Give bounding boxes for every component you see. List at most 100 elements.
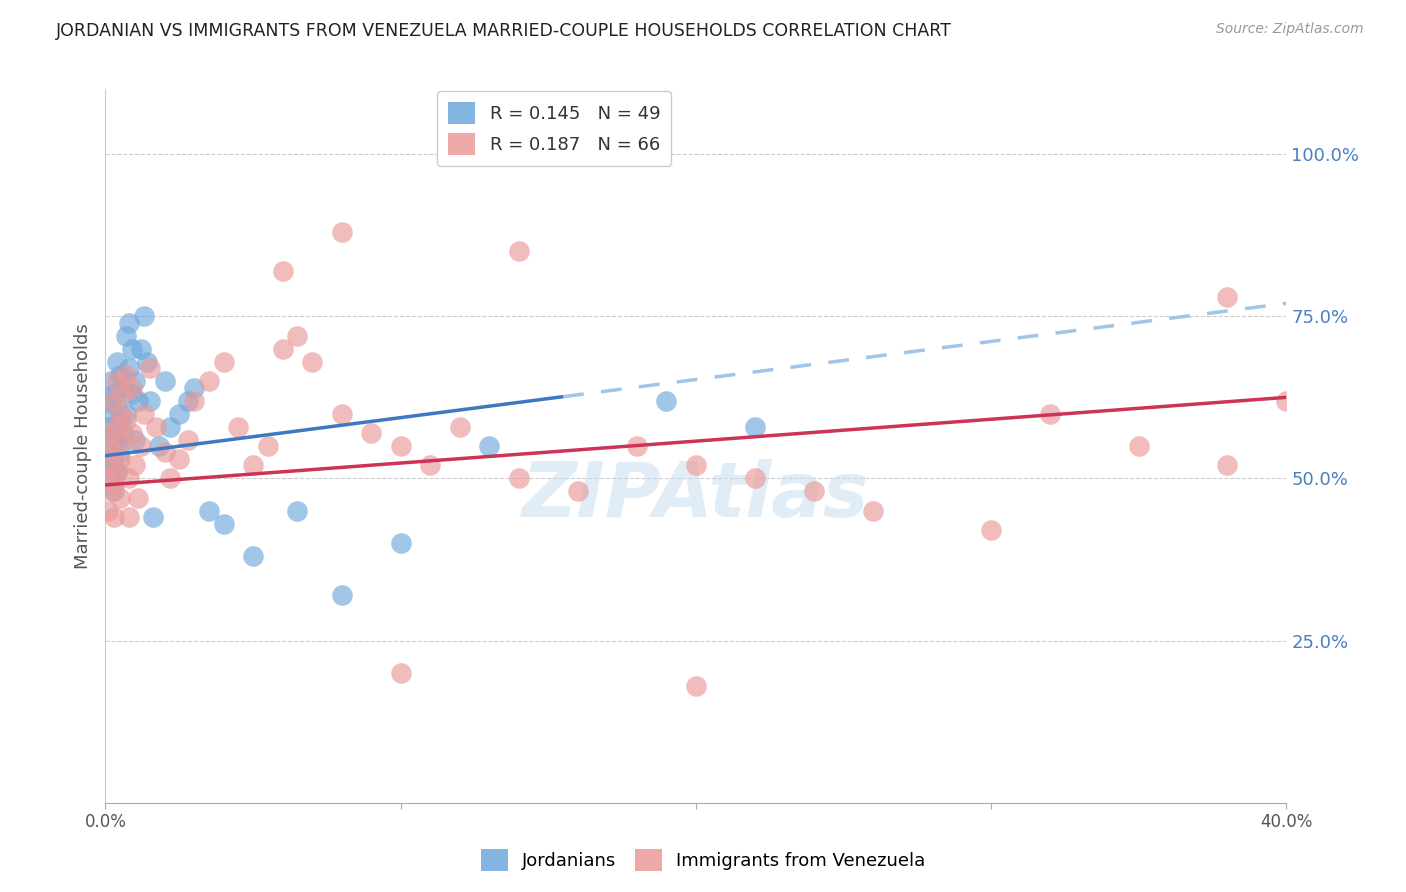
Point <box>148 439 170 453</box>
Point <box>212 354 235 368</box>
Point <box>112 387 135 401</box>
Text: JORDANIAN VS IMMIGRANTS FROM VENEZUELA MARRIED-COUPLE HOUSEHOLDS CORRELATION CHA: JORDANIAN VS IMMIGRANTS FROM VENEZUELA M… <box>56 22 952 40</box>
Point <box>142 510 165 524</box>
Point <box>685 679 707 693</box>
Point <box>135 354 157 368</box>
Point <box>360 425 382 440</box>
Point <box>287 328 309 343</box>
Point <box>169 452 191 467</box>
Point <box>301 354 323 368</box>
Point <box>97 439 120 453</box>
Point <box>169 407 191 421</box>
Point <box>105 374 128 388</box>
Point <box>103 484 125 499</box>
Point <box>449 419 471 434</box>
Point <box>183 381 205 395</box>
Point <box>389 439 412 453</box>
Point <box>97 452 120 467</box>
Point <box>655 393 678 408</box>
Point <box>744 471 766 485</box>
Point <box>212 516 235 531</box>
Point <box>183 393 205 408</box>
Point <box>110 491 132 505</box>
Point <box>138 393 162 408</box>
Point <box>197 374 219 388</box>
Point <box>389 666 412 681</box>
Point <box>508 244 530 259</box>
Point <box>118 510 141 524</box>
Point <box>112 425 135 440</box>
Text: Source: ZipAtlas.com: Source: ZipAtlas.com <box>1216 22 1364 37</box>
Point <box>132 407 155 421</box>
Point <box>100 484 122 499</box>
Point <box>129 342 152 356</box>
Point <box>271 264 294 278</box>
Point <box>862 504 884 518</box>
Point <box>153 374 176 388</box>
Point <box>138 361 162 376</box>
Point <box>242 549 264 564</box>
Point <box>103 445 125 459</box>
Point <box>100 471 122 485</box>
Point <box>105 354 128 368</box>
Point <box>145 419 167 434</box>
Point <box>127 491 149 505</box>
Point <box>115 413 138 427</box>
Point <box>110 413 132 427</box>
Point <box>97 504 120 518</box>
Point <box>242 458 264 473</box>
Point <box>330 225 353 239</box>
Point <box>100 439 122 453</box>
Point <box>330 588 353 602</box>
Point <box>97 471 120 485</box>
Point <box>103 510 125 524</box>
Point <box>389 536 412 550</box>
Point <box>1128 439 1150 453</box>
Point <box>567 484 589 499</box>
Point <box>100 425 122 440</box>
Point <box>685 458 707 473</box>
Point <box>132 310 155 324</box>
Point <box>1275 393 1298 408</box>
Point <box>103 425 125 440</box>
Point <box>1039 407 1062 421</box>
Y-axis label: Married-couple Households: Married-couple Households <box>73 323 91 569</box>
Point <box>103 387 125 401</box>
Point <box>271 342 294 356</box>
Point <box>100 374 122 388</box>
Point <box>121 425 143 440</box>
Point <box>478 439 501 453</box>
Point <box>626 439 648 453</box>
Point <box>112 381 135 395</box>
Point <box>744 419 766 434</box>
Point <box>105 465 128 479</box>
Point <box>127 393 149 408</box>
Point <box>330 407 353 421</box>
Point <box>508 471 530 485</box>
Point <box>1216 458 1239 473</box>
Point <box>1216 290 1239 304</box>
Point <box>124 433 146 447</box>
Point <box>124 374 146 388</box>
Point <box>118 316 141 330</box>
Point <box>118 361 141 376</box>
Point <box>105 465 128 479</box>
Point <box>177 433 200 447</box>
Point <box>124 458 146 473</box>
Point <box>100 393 122 408</box>
Point <box>256 439 278 453</box>
Text: ZIPAtlas: ZIPAtlas <box>522 459 870 533</box>
Point <box>121 381 143 395</box>
Point <box>121 342 143 356</box>
Point <box>103 478 125 492</box>
Point <box>97 393 120 408</box>
Point <box>153 445 176 459</box>
Point <box>110 368 132 382</box>
Legend: R = 0.145   N = 49, R = 0.187   N = 66: R = 0.145 N = 49, R = 0.187 N = 66 <box>437 91 671 166</box>
Point <box>115 328 138 343</box>
Point <box>197 504 219 518</box>
Point <box>115 368 138 382</box>
Point <box>100 407 122 421</box>
Point <box>110 445 132 459</box>
Point <box>803 484 825 499</box>
